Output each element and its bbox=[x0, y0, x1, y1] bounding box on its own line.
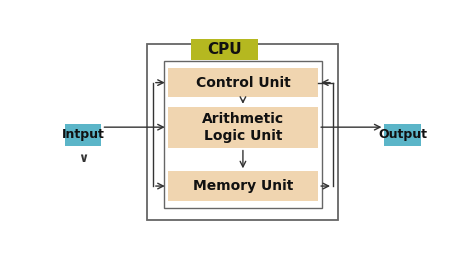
Text: Memory Unit: Memory Unit bbox=[193, 179, 293, 193]
FancyBboxPatch shape bbox=[65, 124, 101, 146]
Text: Output: Output bbox=[378, 128, 427, 141]
Text: ∨: ∨ bbox=[78, 152, 88, 165]
FancyBboxPatch shape bbox=[168, 107, 318, 148]
FancyBboxPatch shape bbox=[168, 171, 318, 201]
Text: Control Unit: Control Unit bbox=[196, 76, 290, 90]
FancyBboxPatch shape bbox=[168, 68, 318, 97]
FancyBboxPatch shape bbox=[384, 124, 421, 146]
Text: Intput: Intput bbox=[62, 128, 105, 141]
Text: Arithmetic
Logic Unit: Arithmetic Logic Unit bbox=[202, 111, 284, 143]
Text: CPU: CPU bbox=[207, 42, 242, 57]
FancyBboxPatch shape bbox=[191, 39, 258, 60]
